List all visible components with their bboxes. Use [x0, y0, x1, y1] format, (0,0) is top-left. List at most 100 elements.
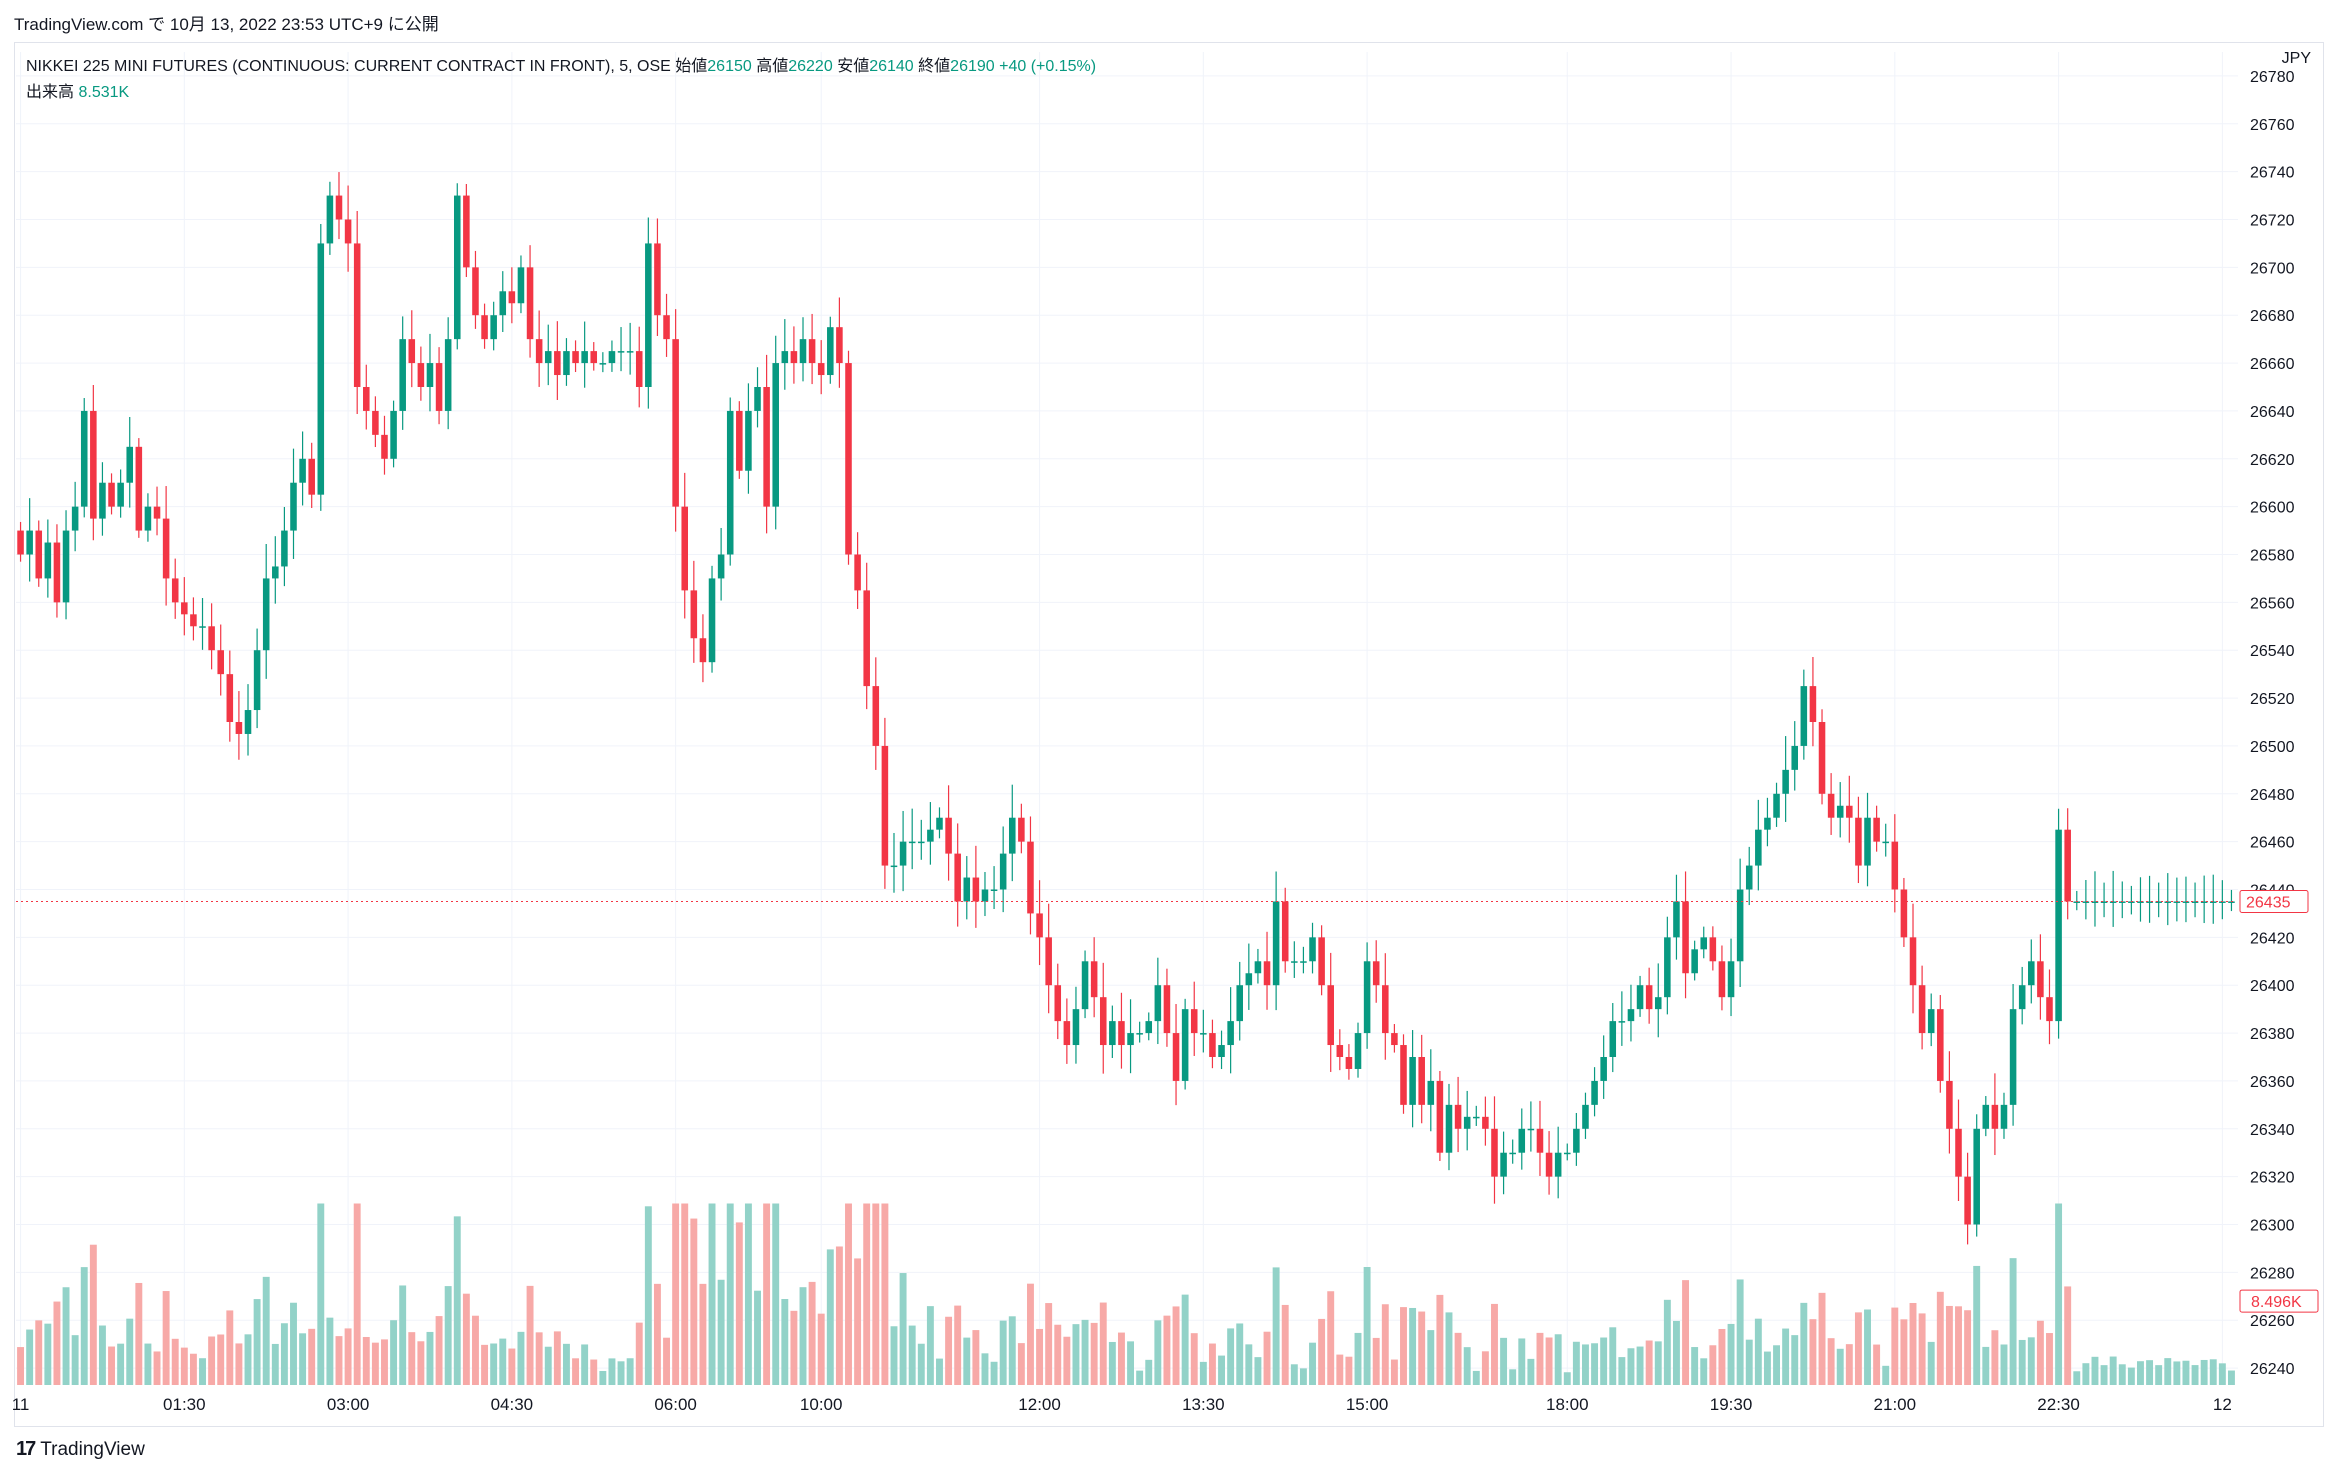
candle-body — [1782, 769, 1789, 794]
candle-body — [1463, 1116, 1471, 1129]
candle-body — [1500, 1152, 1507, 1177]
volume-bar — [1163, 1315, 1171, 1385]
candle-body — [2118, 901, 2126, 903]
price-tick-label: 26340 — [2250, 1122, 2295, 1139]
volume-bar — [1108, 1341, 1116, 1385]
candle-body — [2155, 901, 2162, 903]
volume-bar — [162, 1291, 170, 1385]
candle-body — [235, 722, 243, 734]
volume-bar — [462, 1293, 470, 1385]
candlestick-chart[interactable]: 26240 26260 26280 26300 26320 26340 26360 26380… — [0, 0, 2339, 1430]
volume-bar — [1045, 1303, 1053, 1385]
candle-body — [918, 841, 925, 844]
candle-body — [817, 363, 825, 376]
volume-bar — [80, 1267, 88, 1385]
volume-bar — [1882, 1365, 1890, 1385]
candle-body — [1363, 961, 1371, 1034]
volume-bar — [235, 1343, 243, 1385]
candle-body — [1090, 961, 1098, 998]
candle-body — [2137, 901, 2144, 903]
candle-body — [2100, 901, 2108, 903]
candle-body — [2191, 901, 2199, 903]
volume-bar — [1854, 1312, 1862, 1385]
candle-body — [745, 410, 752, 471]
candle-body — [563, 351, 570, 376]
change-value: +40 (+0.15%) — [999, 58, 1097, 75]
volume-bar — [699, 1283, 707, 1385]
volume-bar — [681, 1203, 689, 1385]
volume-bar — [1491, 1303, 1498, 1385]
volume-bar — [790, 1310, 798, 1385]
volume-bar — [1955, 1306, 1962, 1385]
candle-body — [1391, 1033, 1398, 1046]
volume-bar — [335, 1336, 343, 1385]
tradingview-logo[interactable]: 17 TradingView — [16, 1438, 145, 1461]
volume-bar — [1545, 1337, 1553, 1385]
volume-bar — [1672, 1320, 1680, 1385]
candle-body — [990, 889, 998, 891]
chart-frame[interactable] — [14, 42, 2324, 1427]
candle-body — [417, 363, 425, 387]
candle-body — [1736, 889, 1744, 962]
low-label: 安値 — [837, 58, 870, 75]
candle-body — [1473, 1116, 1480, 1119]
candle-body — [190, 614, 197, 627]
volume-bar — [1918, 1313, 1926, 1385]
volume-bar — [1500, 1337, 1508, 1385]
candle-body — [544, 351, 552, 364]
volume-bar — [2200, 1359, 2208, 1385]
candle-body — [572, 351, 579, 364]
volume-bar — [44, 1323, 52, 1385]
close-label: 終値 — [918, 58, 951, 75]
volume-bar — [1718, 1328, 1726, 1385]
volume-value: 8.531K — [78, 84, 130, 101]
volume-bar — [2036, 1320, 2044, 1385]
candle-body — [1764, 817, 1771, 830]
candle-body — [1727, 961, 1735, 998]
candle-body — [2028, 961, 2035, 986]
candle-body — [135, 446, 143, 531]
candle-body — [599, 363, 607, 365]
candle-body — [845, 363, 852, 555]
candle-body — [326, 195, 334, 244]
candle-body — [1482, 1116, 1489, 1129]
candle-body — [2018, 985, 2026, 1010]
candle-body — [1554, 1152, 1562, 1177]
volume-bar — [553, 1331, 561, 1385]
candle-body — [1809, 686, 1817, 722]
candle-body — [1318, 937, 1325, 986]
candle-body — [1982, 1104, 1990, 1129]
candle-body — [2055, 829, 2062, 1022]
volume-bar — [2173, 1361, 2181, 1385]
candle-body — [1436, 1080, 1444, 1153]
volume-bar — [1591, 1343, 1599, 1385]
candle-body — [335, 195, 343, 220]
candle-body — [199, 626, 206, 628]
volume-bar — [772, 1203, 780, 1385]
volume-bar — [1281, 1304, 1289, 1385]
volume-bar — [1327, 1291, 1335, 1385]
candle-body — [144, 506, 152, 531]
candle-body — [171, 578, 179, 603]
candle-body — [2000, 1104, 2008, 1129]
volume-bar — [1536, 1332, 1544, 1385]
candle-body — [290, 482, 297, 531]
volume-bar — [2218, 1363, 2226, 1385]
volume-bar — [1409, 1307, 1417, 1385]
volume-bar — [735, 1222, 743, 1385]
candle-body — [2200, 901, 2208, 903]
time-axis: 11 01:30 03:00 04:30 06:00 10:00 12:00 13:30 15:… — [12, 1395, 2232, 1414]
price-tick-label: 26360 — [2250, 1074, 2295, 1091]
time-tick-label: 01:30 — [163, 1395, 206, 1414]
candle-body — [708, 578, 716, 663]
volume-bar — [271, 1343, 279, 1385]
candle-body — [1181, 1009, 1189, 1081]
price-tick-label: 26700 — [2250, 260, 2295, 277]
candle-body — [1072, 1009, 1080, 1046]
volume-bar — [990, 1361, 998, 1385]
candle-body — [581, 351, 588, 364]
candle-body — [117, 482, 124, 507]
volume-bar — [1927, 1341, 1935, 1385]
price-tick-label: 26380 — [2250, 1026, 2295, 1043]
volume-bar — [1208, 1343, 1216, 1385]
